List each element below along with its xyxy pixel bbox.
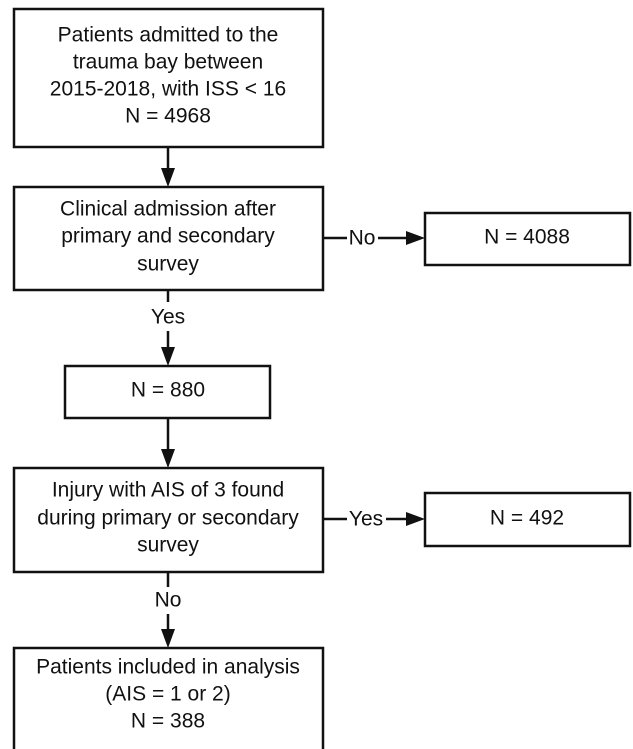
node-text: (AIS = 1 or 2) <box>105 683 230 706</box>
arrow-head <box>161 168 175 187</box>
box <box>63 364 272 420</box>
node-text: primary and secondary <box>61 225 275 248</box>
node-text: survey <box>137 534 199 557</box>
node-text: Injury with AIS of 3 found <box>52 479 284 502</box>
box <box>12 185 325 292</box>
node-text: N = 4968 <box>125 105 211 128</box>
node-text: N = 4088 <box>484 226 570 249</box>
node-text: during primary or secondary <box>37 507 299 530</box>
node-text: N = 492 <box>490 507 564 530</box>
box <box>423 491 632 548</box>
node-text: trauma bay between <box>73 51 263 74</box>
node-text: 2015-2018, with ISS < 16 <box>50 78 286 101</box>
node-text: Patients included in analysis <box>36 656 300 679</box>
edge-label: No <box>349 227 376 250</box>
box <box>12 646 325 749</box>
arrow-head <box>406 512 425 526</box>
node-text: survey <box>137 253 199 276</box>
node-text: Clinical admission after <box>60 198 276 221</box>
edge-label: Yes <box>151 306 185 329</box>
node-text: Patients admitted to the <box>58 24 279 47</box>
arrow-head <box>161 449 175 468</box>
edge-label: Yes <box>349 508 383 531</box>
box <box>423 211 632 267</box>
edge-label: No <box>155 589 182 612</box>
arrow-head <box>161 347 175 366</box>
arrow-head <box>406 231 425 245</box>
node-text: N = 388 <box>131 710 205 733</box>
arrow-head <box>161 629 175 648</box>
node-text: N = 880 <box>131 379 205 402</box>
box <box>12 7 325 149</box>
